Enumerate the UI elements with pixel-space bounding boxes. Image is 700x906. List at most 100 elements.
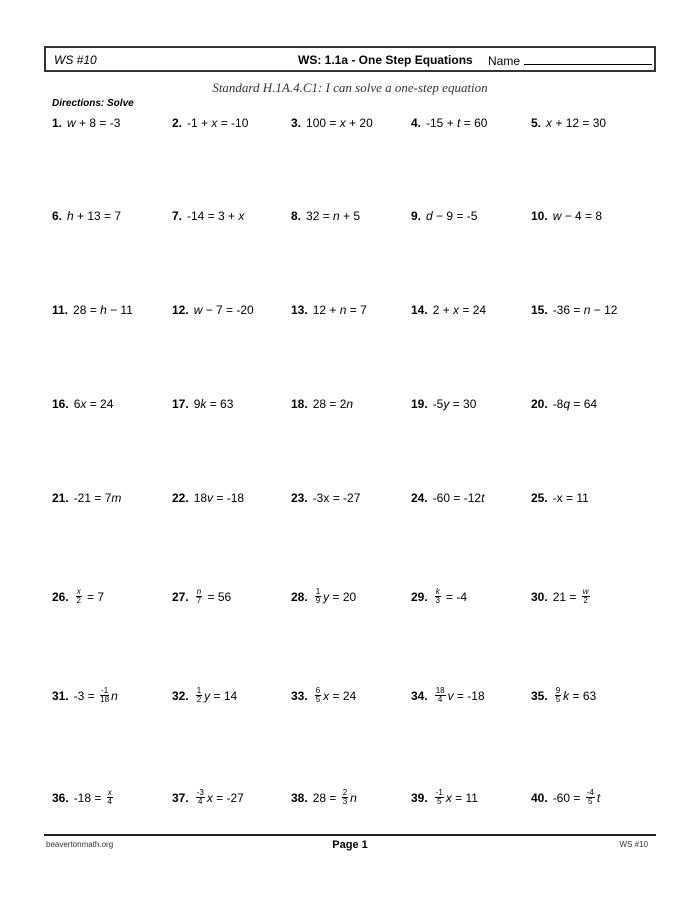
equation-text: = 64 [570,397,598,411]
equation-text: = 63 [569,688,597,703]
problem: 26. x 2 = 7 [52,588,104,605]
variable: m [111,491,122,505]
problem: 27. n 7 = 56 [172,588,231,605]
problem: 40. -60 = -4 5 t [531,789,600,806]
equation-text: -1 + [187,116,212,130]
equation: -3 = -1 18 n [74,687,118,704]
problem: 35. 9 5 k = 63 [531,687,596,704]
problem-number: 18. [291,397,308,411]
problem-number: 11. [52,303,69,317]
numerator: -1 [434,788,444,798]
equation: w − 7 = -20 [194,303,254,317]
numerator: 6 [314,686,322,696]
equation: -36 = n − 12 [553,303,618,317]
problem-number: 24. [411,491,428,505]
equation: 32 = n + 5 [306,209,360,223]
equation: -60 = -4 5 t [553,789,601,806]
problem-number: 10. [531,209,548,223]
equation: -1 + x = -10 [187,116,248,130]
equation: -14 = 3 + x [187,209,244,223]
equation-text: 18 [193,491,208,505]
equation: -x = 11 [553,491,589,505]
problem: 15. -36 = n − 12 [531,303,617,317]
problem-number: 32. [172,688,189,703]
equation-text: -18 = [73,790,105,805]
equation: x + 12 = 30 [546,116,606,130]
page-number: Page 1 [332,839,368,851]
variable: y [204,688,211,703]
problem: 19. -5 y = 30 [411,397,476,411]
problem-number: 5. [531,116,542,130]
problem-number: 27. [172,589,189,604]
variable: x [238,209,245,223]
equation-text: + 13 = 7 [73,209,122,223]
equation-text: − 4 = 8 [561,209,603,223]
problem-number: 20. [531,397,548,411]
equation-text: = 14 [210,688,238,703]
equation-text: -14 = 3 + [187,209,239,223]
problem-number: 14. [411,303,428,317]
problem: 11. 28 = h − 11 [52,303,133,317]
denominator: 5 [588,797,593,806]
problem-number: 22. [172,491,189,505]
equation: w − 4 = 8 [553,209,602,223]
problem: 8. 32 = n + 5 [291,209,360,223]
variable: n [111,688,118,703]
equation-text: = 20 [329,589,357,604]
problem: 14. 2 + x = 24 [411,303,486,317]
denominator: 5 [437,797,442,806]
denominator: 9 [315,596,321,605]
variable: k [200,397,207,411]
equation: 100 = x + 20 [306,116,373,130]
equation-text: = 63 [206,397,234,411]
standard-statement: Standard H.1A.4.C1: I can solve a one-st… [212,80,488,95]
problem-number: 35. [531,688,548,703]
denominator: 5 [315,695,321,704]
numerator: x [106,788,113,798]
equation-text: -15 + [426,116,458,130]
problem-number: 25. [531,491,548,505]
numerator: 1 [195,686,203,696]
problem: 4. -15 + t = 60 [411,116,487,130]
numerator: w [581,587,590,597]
variable: x [206,790,213,805]
numerator: x [75,587,82,597]
equation-text: = -27 [212,790,244,805]
problem: 24. -60 = -12 t [411,491,484,505]
fraction: 18 4 [434,687,446,704]
equation: -5 y = 30 [433,397,477,411]
equation-text: = 7 [83,589,105,604]
equation-text: -21 = 7 [73,491,112,505]
denominator: 4 [437,695,443,704]
problem: 29. k 3 = -4 [411,588,467,605]
problem: 23. -3x = -27 [291,491,360,505]
problem-number: 15. [531,303,548,317]
denominator: 5 [555,695,561,704]
equation: w + 8 = -3 [67,116,120,130]
fraction: -1 5 [434,788,444,806]
problem-number: 17. [172,397,189,411]
fraction: -4 5 [585,789,595,806]
problem-number: 38. [291,790,308,805]
problem-number: 30. [531,589,548,604]
variable: t [596,790,601,805]
equation-text: + 20 [345,116,373,130]
problem: 16. 6 x = 24 [52,397,113,411]
problem: 5. x + 12 = 30 [531,116,606,130]
variable: h [100,303,107,317]
